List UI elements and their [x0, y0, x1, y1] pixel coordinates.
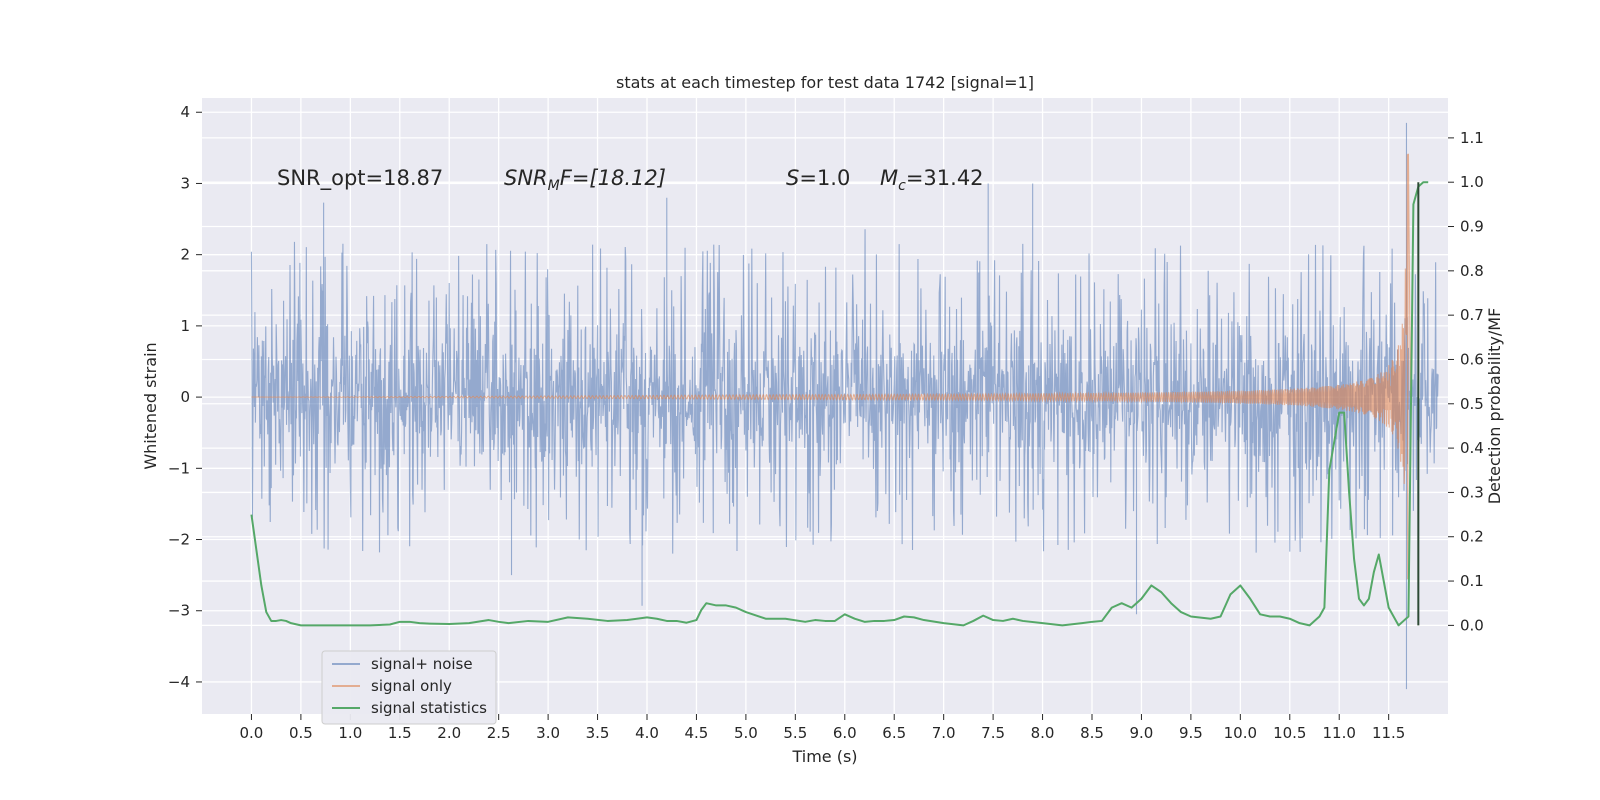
x-tick-label: 10.5: [1273, 724, 1306, 742]
annotation-snr-opt: SNR_opt=18.87: [277, 166, 443, 191]
series-signal-statistics: [250, 181, 1429, 627]
y-tick-label: −3: [168, 602, 190, 620]
y-right-tick-label: 0.1: [1460, 572, 1484, 590]
series-line-signal-only: [251, 153, 1411, 580]
y-right-tick-label: 0.8: [1460, 262, 1484, 280]
x-tick-label: 2.0: [437, 724, 461, 742]
y-axis-right-ticks: 1.1 1.0 0.9 0.8 0.7 0.6 0.5 0.4 0.3 0.2 0.1 0.0: [1448, 129, 1484, 634]
y-tick-label: 2: [180, 246, 190, 264]
x-tick-label: 9.5: [1179, 724, 1203, 742]
x-tick-label: 5.0: [734, 724, 758, 742]
annotations: SNR_opt=18.87 SNRMF=[18.12] S=1.0 Mc=31.…: [277, 166, 984, 194]
series-signal-only: [251, 153, 1411, 580]
y-right-tick-label: 1.1: [1460, 129, 1484, 147]
legend-label-signal-only: signal only: [371, 677, 452, 695]
y-right-tick-label: 0.4: [1460, 439, 1484, 457]
x-axis-label: Time (s): [791, 747, 857, 766]
y-axis-right-label: Detection probability/MF: [1485, 308, 1504, 505]
x-tick-label: 4.5: [685, 724, 709, 742]
legend-box: [321, 650, 497, 725]
x-axis-ticks: 0.0 0.5 1.0 1.5 2.0 2.5 3.0 3.5 4.0 4.5 5.0 5.5 6.0 6…: [240, 714, 1405, 742]
x-tick-label: 11.5: [1372, 724, 1405, 742]
annotation-mc-sub: c: [898, 178, 906, 194]
annotation-snr-mf-value: F=[18.12]: [560, 166, 666, 190]
x-tick-label: 2.5: [487, 724, 511, 742]
x-tick-label: 7.0: [932, 724, 956, 742]
annotation-snr-mf-sub: M: [548, 178, 560, 194]
y-right-tick-label: 1.0: [1460, 173, 1484, 191]
annotation-s: S=1.0: [786, 166, 850, 190]
y-right-tick-label: 0.6: [1460, 350, 1484, 368]
y-axis-ticks: 4 3 2 1 0 −1 −2 −3 −4: [168, 103, 202, 691]
legend-label-signal-noise: signal+ noise: [371, 655, 473, 673]
y-tick-label: 4: [180, 103, 190, 121]
y-right-tick-label: 0.0: [1460, 616, 1484, 634]
x-tick-label: 0.5: [289, 724, 313, 742]
y-right-tick-label: 0.3: [1460, 483, 1484, 501]
x-tick-label: 6.0: [833, 724, 857, 742]
x-tick-label: 8.5: [1080, 724, 1104, 742]
legend: signal+ noise signal only signal statist…: [321, 650, 497, 725]
annotation-snr-mf: SNRMF=[18.12]: [504, 166, 666, 194]
x-tick-label: 1.5: [388, 724, 412, 742]
x-tick-label: 0.0: [240, 724, 264, 742]
annotation-mc-label: M: [880, 166, 898, 190]
x-tick-label: 6.5: [882, 724, 906, 742]
x-tick-label: 8.0: [1031, 724, 1055, 742]
y-tick-label: −2: [168, 531, 190, 549]
annotation-mc: Mc=31.42: [880, 166, 984, 194]
x-tick-label: 1.0: [338, 724, 362, 742]
y-right-tick-label: 0.2: [1460, 528, 1484, 546]
annotation-mc-value: =31.42: [906, 166, 984, 190]
legend-label-signal-statistics: signal statistics: [371, 699, 487, 717]
y-tick-label: 0: [180, 388, 190, 406]
y-tick-label: −4: [168, 673, 190, 691]
x-tick-label: 9.0: [1130, 724, 1154, 742]
x-tick-label: 10.0: [1224, 724, 1257, 742]
y-axis-label: Whitened strain: [141, 342, 160, 469]
annotation-s-value: =1.0: [799, 166, 850, 190]
x-tick-label: 7.5: [981, 724, 1005, 742]
annotation-s-label: S: [786, 166, 799, 190]
y-tick-label: 1: [180, 317, 190, 335]
y-right-tick-label: 0.5: [1460, 395, 1484, 413]
y-tick-label: 3: [180, 174, 190, 192]
series-line-signal-statistics: [250, 181, 1429, 627]
x-tick-label: 3.5: [586, 724, 610, 742]
chart-title: stats at each timestep for test data 174…: [616, 73, 1034, 92]
x-tick-label: 11.0: [1323, 724, 1356, 742]
x-tick-label: 4.0: [635, 724, 659, 742]
x-tick-label: 5.5: [783, 724, 807, 742]
x-tick-label: 3.0: [536, 724, 560, 742]
y-tick-label: −1: [168, 459, 190, 477]
annotation-snr-mf-label: SNR: [504, 166, 548, 190]
y-right-tick-label: 0.7: [1460, 306, 1484, 324]
y-right-tick-label: 0.9: [1460, 218, 1484, 236]
